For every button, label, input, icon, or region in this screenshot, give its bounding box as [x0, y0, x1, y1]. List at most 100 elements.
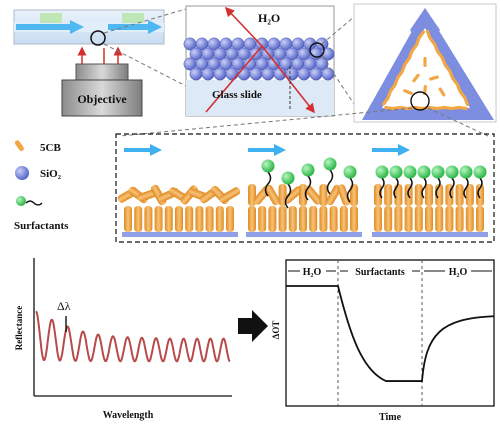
lc-rod-bottom — [268, 206, 277, 232]
right-xlabel: Time — [379, 412, 402, 423]
pore-interior — [382, 28, 470, 108]
lc-rod-bottom — [288, 206, 297, 232]
right-ylabel: ΔOT — [271, 321, 281, 340]
surfactant-tail — [449, 177, 455, 199]
reflectance-chart: Δλ Reflectance Wavelength — [14, 258, 232, 421]
surfactant-tail — [264, 171, 272, 197]
state-surfactant-saturated — [372, 165, 488, 237]
sio2-sphere — [225, 67, 239, 81]
dot-frame — [285, 259, 495, 407]
lc-molecule — [433, 43, 440, 53]
state-surfactant-adsorbing — [246, 157, 362, 237]
seg-surfactants-label: Surfactants — [355, 267, 405, 278]
lc-rod-bottom — [248, 206, 256, 232]
surfactant-tail — [393, 177, 399, 199]
seg-h2o-2-label: H₂O — [449, 267, 468, 278]
surfactant-head — [261, 159, 275, 173]
lc-rod-top — [304, 185, 322, 205]
surfactant-tail — [407, 177, 413, 199]
surfactant-head — [403, 165, 417, 179]
lc-molecule — [425, 29, 432, 40]
lc-rod-top — [350, 184, 358, 206]
objective-body — [61, 79, 143, 117]
lc-rod-bottom — [465, 206, 474, 232]
zoom-line — [321, 55, 363, 117]
surfactant-tail — [477, 177, 483, 199]
lc-rod-top — [219, 187, 241, 203]
surfactant-head — [445, 165, 459, 179]
lc-molecule — [440, 56, 447, 67]
sio2-sphere — [321, 47, 335, 61]
green-spacer-left — [40, 13, 62, 23]
lc-rod-bottom — [445, 206, 454, 232]
legend-5cb-label: 5CB — [40, 142, 61, 154]
delta-lambda-label: Δλ — [57, 299, 71, 313]
lc-rod-bottom — [319, 206, 328, 232]
pore-triangle-view — [353, 3, 497, 123]
lc-molecule — [463, 96, 470, 107]
lc-rod-bottom — [374, 206, 382, 232]
lc-rod-bottom — [164, 206, 173, 232]
flow-arrow-icon-4 — [248, 144, 286, 156]
lc-rod-top — [283, 186, 303, 204]
lc-molecule — [403, 89, 413, 95]
surfactant-head — [375, 165, 389, 179]
lc-rod-top — [325, 184, 342, 206]
interface-states — [115, 133, 495, 243]
light-ray-in — [205, 45, 263, 113]
surfactant-tail — [284, 183, 292, 209]
lc-rod-bottom — [350, 206, 358, 232]
sio2-sphere — [213, 67, 227, 81]
surfactant-head — [459, 165, 473, 179]
lc-rod-bottom — [455, 206, 464, 232]
seg-label-bg — [348, 265, 412, 277]
lc-rod-top — [394, 184, 403, 206]
substrate-layer — [372, 232, 488, 237]
surfactant-tail — [463, 177, 469, 199]
flow-arrow-icon — [16, 20, 84, 34]
sio2-sphere — [201, 67, 215, 81]
lc-molecule — [429, 75, 439, 81]
lc-rod-top — [384, 184, 393, 206]
lc-rod-top — [319, 184, 328, 206]
flow-arrow-icon-3 — [124, 144, 162, 156]
lc-rod-bottom — [435, 206, 444, 232]
lc-rod-bottom — [404, 206, 413, 232]
lc-rod-top — [476, 184, 484, 206]
microscope-setup: Objective — [13, 9, 165, 117]
objective-neck — [75, 63, 129, 81]
lc-rod-bottom — [154, 206, 163, 232]
lc-rod-bottom — [215, 206, 224, 232]
lc-rod-bottom — [195, 206, 204, 232]
sio2-sphere — [237, 67, 251, 81]
glass-slide-label: Glass slide — [212, 89, 262, 101]
sio2-sphere — [297, 67, 311, 81]
lc-rod-bottom — [425, 206, 433, 232]
green-spacer-right — [122, 13, 144, 23]
lc-rod-top — [425, 184, 433, 206]
lc-rod-bottom — [175, 206, 183, 232]
surfactant-tail — [304, 175, 312, 201]
objective-label: Objective — [77, 92, 127, 106]
lc-molecule — [457, 105, 468, 111]
surfactant-head — [281, 171, 295, 185]
surfactant-head — [343, 165, 357, 179]
lc-rod-top — [465, 184, 474, 206]
lc-rod-bottom — [185, 206, 194, 232]
surfactant-head — [431, 165, 445, 179]
surfactant-head — [389, 165, 403, 179]
water-label: H₂O — [258, 11, 280, 25]
lc-rod-bottom — [299, 206, 307, 232]
left-xlabel: Wavelength — [103, 410, 154, 421]
lc-molecule — [412, 73, 420, 83]
lc-rod-top — [414, 184, 423, 206]
lc-rod-bottom — [339, 206, 348, 232]
sio2-layer-view: H₂O Glass slide — [183, 5, 335, 117]
lc-molecule — [455, 83, 462, 93]
substrate-layer — [122, 232, 238, 237]
spectrum-line — [35, 310, 231, 363]
lc-rod-top — [455, 184, 464, 206]
sio2-sphere — [321, 67, 335, 81]
lc-rod-bottom — [205, 206, 214, 232]
surfactant-head — [417, 165, 431, 179]
